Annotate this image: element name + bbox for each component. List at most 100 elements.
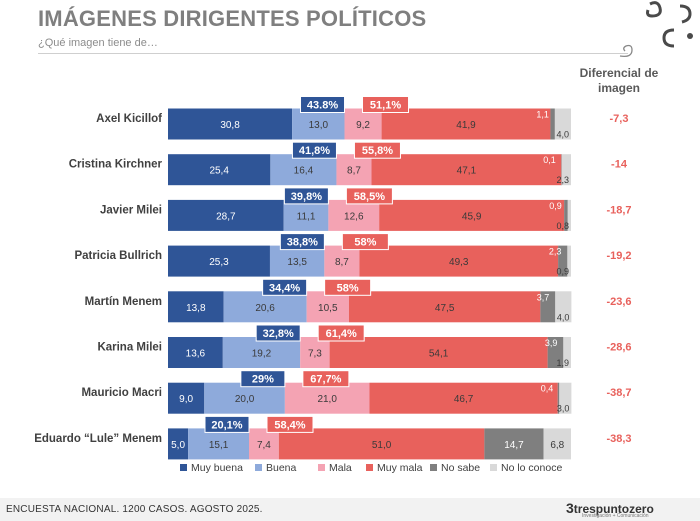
- positive-total-box: [240, 370, 286, 388]
- bar-segment: [168, 291, 224, 323]
- segment-value-label: 0,8: [556, 221, 569, 231]
- bar-segment: [168, 108, 293, 140]
- segment-value-label: 3,9: [545, 338, 558, 348]
- negative-total-label: 58%: [354, 237, 376, 249]
- bar-segment: [269, 245, 325, 277]
- negative-total-box: [324, 278, 372, 296]
- bar-segment: [300, 337, 330, 368]
- brand-logo-icon: [646, 1, 693, 48]
- segment-value-label: 7,4: [257, 440, 271, 451]
- brand-tagline: Investigación + Comunicación: [582, 513, 649, 519]
- bar-segment: [564, 199, 568, 231]
- bar-segment: [381, 108, 551, 140]
- bar-segment: [324, 245, 360, 277]
- positive-total-label: 39,8%: [291, 191, 322, 203]
- bar-segment: [188, 428, 250, 460]
- segment-value-label: 6,8: [550, 440, 564, 451]
- bar-segment: [283, 199, 329, 231]
- bar-segment: [222, 337, 301, 368]
- segment-value-label: 8,7: [347, 166, 361, 177]
- segment-value-label: 4,0: [557, 312, 570, 322]
- bar-segment: [550, 108, 555, 140]
- bar-segment: [168, 199, 284, 231]
- bar-segment: [284, 382, 370, 414]
- category-label: Eduardo “Lule” Menem: [34, 433, 162, 445]
- segment-value-label: 9,2: [356, 120, 370, 131]
- positive-total-box: [262, 278, 308, 296]
- negative-total-box: [341, 233, 389, 251]
- legend-swatch: [366, 464, 373, 471]
- positive-total-label: 41,8%: [299, 145, 330, 157]
- segment-value-label: 4,0: [556, 130, 569, 140]
- segment-value-label: 30,8: [220, 120, 240, 131]
- legend-label: No lo conoce: [501, 462, 562, 474]
- legend-swatch: [318, 464, 325, 471]
- bar-segment: [223, 291, 307, 323]
- segment-value-label: 11,1: [297, 211, 316, 222]
- segment-value-label: 3,7: [537, 292, 550, 302]
- bar-segment: [561, 154, 571, 186]
- bar-segment: [559, 382, 572, 414]
- segment-value-label: 15,1: [209, 440, 229, 451]
- bar-segment: [540, 291, 556, 323]
- segment-value-label: 28,7: [216, 211, 236, 222]
- segment-value-label: 20,0: [235, 394, 255, 405]
- category-label: Axel Kicillof: [96, 113, 162, 125]
- legend-label: Muy mala: [377, 462, 423, 474]
- segment-value-label: 12,6: [344, 211, 364, 222]
- bar-segment: [328, 199, 380, 231]
- segment-value-label: 47,5: [435, 303, 455, 314]
- category-label: Martín Menem: [85, 296, 162, 308]
- differential-header: Diferencial de imagen: [579, 66, 659, 95]
- segment-value-label: 25,3: [209, 257, 229, 268]
- negative-total-label: 58,4%: [274, 419, 305, 431]
- segment-value-label: 16,4: [294, 166, 314, 177]
- segment-value-label: 5,0: [171, 440, 185, 451]
- bar-segment: [379, 199, 565, 231]
- segment-value-label: 47,1: [457, 166, 477, 177]
- negative-total-label: 58%: [337, 282, 359, 294]
- segment-value-label: 0,4: [541, 384, 554, 394]
- segment-value-label: 13,6: [186, 349, 206, 360]
- bar-segment: [278, 428, 485, 460]
- segment-value-label: 14,7: [504, 440, 524, 451]
- segment-value-label: 8,7: [335, 257, 349, 268]
- segment-value-label: 20,6: [255, 303, 275, 314]
- legend-swatch: [180, 464, 187, 471]
- differential-value: -18,7: [606, 204, 631, 216]
- bar-segment: [369, 382, 558, 414]
- negative-total-label: 67,7%: [310, 374, 341, 386]
- segment-value-label: 13,0: [309, 120, 329, 131]
- negative-total-box: [353, 141, 401, 159]
- bar-segment: [329, 337, 548, 368]
- positive-total-label: 32,8%: [263, 328, 294, 340]
- stacked-bar-chart: Axel Kicillof 30,8 13,0 9,2 41,9 1,1 4,0 43.8% 5…: [34, 96, 632, 474]
- legend-swatch: [490, 464, 497, 471]
- legend-swatch: [430, 464, 437, 471]
- bar-segment: [204, 382, 285, 414]
- differential-value: -19,2: [606, 250, 631, 262]
- bar-segment: [168, 428, 189, 460]
- category-label: Javier Milei: [100, 204, 162, 216]
- category-label: Patricia Bullrich: [74, 250, 162, 262]
- positive-total-box: [291, 141, 337, 159]
- bar-segment: [555, 291, 572, 323]
- bar-segment: [168, 337, 223, 368]
- negative-total-label: 51,1%: [370, 100, 401, 112]
- bar-segment: [484, 428, 544, 460]
- bar-segment: [547, 337, 564, 368]
- bar-segment: [306, 291, 349, 323]
- footer-bar: ENCUESTA NACIONAL. 1200 CASOS. AGOSTO 20…: [0, 498, 700, 521]
- segment-value-label: 54,1: [429, 349, 449, 360]
- segment-value-label: 1,9: [556, 358, 569, 368]
- segment-value-label: 46,7: [454, 394, 474, 405]
- negative-total-label: 61,4%: [326, 328, 357, 340]
- positive-total-box: [300, 96, 346, 113]
- differential-value: -7,3: [610, 113, 629, 125]
- segment-value-label: 3,0: [557, 404, 570, 414]
- positive-total-label: 34,4%: [269, 282, 300, 294]
- legend-label: Mala: [329, 462, 352, 474]
- category-label: Karina Milei: [97, 342, 162, 354]
- bar-segment: [348, 291, 541, 323]
- bar-segment: [567, 245, 571, 277]
